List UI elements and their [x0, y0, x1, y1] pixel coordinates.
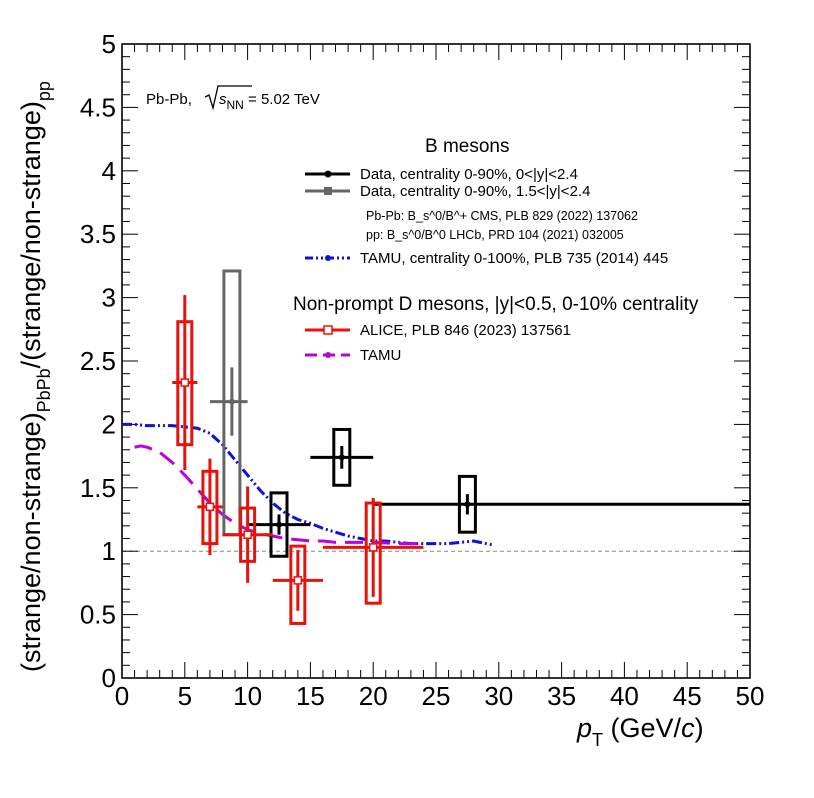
legend-b-header: B mesons — [425, 136, 509, 157]
legend-tamu-d-label: TAMU — [360, 347, 401, 364]
x-tick-label: 5 — [178, 681, 192, 711]
data-marker — [276, 521, 282, 528]
legend-ref-line1: Pb-Pb: B_s^0/B^+ CMS, PLB 829 (2022) 137… — [366, 209, 638, 223]
legend-alice-marker — [323, 325, 333, 335]
sqrt-sign-icon — [204, 85, 252, 111]
data-marker — [464, 501, 471, 508]
y-tick-label: 2 — [102, 409, 116, 439]
y-tick-label: 3 — [102, 283, 116, 313]
x-tick-label: 50 — [736, 681, 765, 711]
svg-text:sNN = 5.02 TeV: sNN = 5.02 TeV — [219, 91, 320, 112]
data-points — [172, 269, 750, 625]
syst-box — [289, 544, 307, 625]
x-tick-label: 45 — [673, 681, 702, 711]
legend-d-header: Non-prompt D mesons, |y|<0.5, 0-10% cent… — [293, 294, 699, 315]
tick-labels: 0 5 10 15 20 25 30 35 40 45 50 0 0.5 1 1.5 2 2.5 3 3.5 4 4.5… — [80, 29, 765, 711]
legend-tamu-d-marker — [325, 352, 331, 358]
x-tick-label: 10 — [233, 681, 262, 711]
legend-tamu-b-label: TAMU, centrality 0-100%, PLB 735 (2014) … — [360, 250, 668, 267]
data-marker — [180, 378, 190, 387]
x-axis-title: pT (GeV/c) — [576, 713, 704, 750]
x-tick-label: 15 — [296, 681, 325, 711]
legend-tamu-b-marker — [325, 255, 331, 261]
y-tick-label: 5 — [102, 29, 116, 59]
legend-b-data1-marker — [324, 170, 332, 178]
data-marker — [205, 502, 215, 512]
y-tick-label: 4 — [102, 156, 116, 186]
legend-b-data2-label: Data, centrality 0-90%, 1.5<|y|<2.4 — [360, 183, 590, 200]
axis-ticks — [121, 43, 751, 679]
data-marker — [368, 543, 378, 552]
legend-alice-label: ALICE, PLB 846 (2023) 137561 — [360, 322, 571, 339]
legend-b-data1-label: Data, centrality 0-90%, 0<|y|<2.4 — [360, 166, 578, 183]
svg-text:Pb-Pb,: Pb-Pb, — [146, 91, 192, 108]
y-tick-label: 0.5 — [80, 600, 116, 630]
x-tick-label: 40 — [610, 681, 639, 711]
legend-b-data2-marker — [324, 187, 332, 195]
data-marker — [293, 576, 303, 585]
x-tick-label: 30 — [484, 681, 513, 711]
legend-ref-line2: pp: B_s^0/B^0 LHCb, PRD 104 (2021) 03200… — [366, 228, 624, 242]
y-axis-title: (strange/non-strange)PbPb/(strange/non-s… — [16, 81, 54, 672]
x-tick-label: 25 — [422, 681, 451, 711]
data-marker — [338, 454, 345, 461]
y-tick-label: 0 — [102, 663, 116, 693]
x-tick-label: 35 — [547, 681, 576, 711]
system-label: Pb-Pb, sNN = 5.02 TeV — [146, 85, 320, 112]
y-tick-label: 1.5 — [80, 473, 116, 503]
y-tick-label: 3.5 — [80, 219, 116, 249]
data-marker — [228, 398, 235, 405]
data-marker — [243, 530, 252, 539]
y-tick-label: 4.5 — [80, 92, 116, 122]
x-tick-label: 0 — [115, 681, 129, 711]
y-tick-label: 2.5 — [80, 346, 116, 376]
legend: B mesons Data, centrality 0-90%, 0<|y|<2… — [293, 136, 699, 364]
y-tick-label: 1 — [102, 536, 116, 566]
x-tick-label: 20 — [359, 681, 388, 711]
